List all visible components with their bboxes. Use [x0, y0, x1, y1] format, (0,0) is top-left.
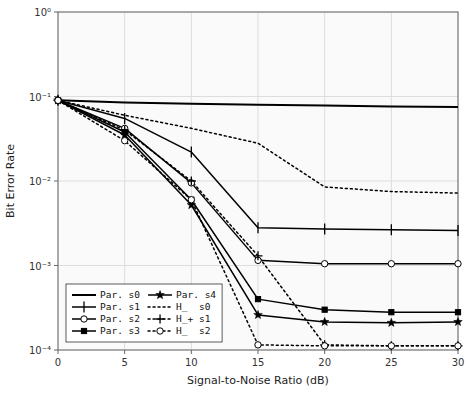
- legend-box: [66, 284, 222, 342]
- tick: [54, 181, 58, 182]
- tick-label: 10⁻²: [29, 176, 51, 187]
- legend-label: Par. s0: [100, 289, 140, 300]
- legend-marker: [81, 328, 86, 333]
- point: [320, 317, 329, 325]
- point: [189, 197, 194, 202]
- tick: [458, 350, 459, 354]
- point: [324, 224, 325, 235]
- point: [387, 318, 396, 326]
- point: [322, 307, 327, 312]
- markers: [54, 95, 463, 350]
- legend-label: H_ s0: [176, 301, 211, 312]
- tick: [258, 350, 259, 354]
- tick-label: 10⁰: [34, 7, 51, 18]
- legend-handle: [72, 294, 96, 296]
- point: [321, 343, 327, 349]
- legend-marker: [83, 302, 84, 313]
- series-line: [58, 100, 458, 263]
- point: [454, 317, 463, 325]
- point: [191, 147, 192, 158]
- point: [254, 251, 263, 260]
- point: [55, 98, 60, 103]
- point: [54, 96, 63, 104]
- tick-label: 0: [55, 357, 61, 368]
- legend-handle: [148, 306, 172, 308]
- point: [124, 113, 125, 124]
- series-line: [58, 100, 458, 345]
- legend-label: Par. s1: [100, 301, 140, 312]
- legend-label: Par. s3: [100, 325, 140, 336]
- series-line: [58, 100, 458, 345]
- point: [55, 97, 61, 103]
- legend-label: Par. s4: [176, 289, 216, 300]
- legend-label: H_ s2: [176, 325, 210, 336]
- legend-marker: [81, 316, 87, 322]
- point: [455, 343, 461, 349]
- legend-marker: [156, 291, 165, 299]
- tick: [54, 350, 58, 351]
- y-axis-label: Bit Error Rate: [4, 144, 17, 218]
- legend-marker: [157, 328, 163, 334]
- tick: [191, 350, 192, 354]
- point: [254, 310, 263, 318]
- grid-line: [58, 181, 458, 182]
- point: [320, 340, 329, 349]
- tick-label: 10: [185, 357, 198, 368]
- plot-area: [58, 12, 458, 350]
- point: [389, 310, 394, 315]
- series-line: [58, 100, 458, 230]
- legend-label: Par. s2: [100, 313, 140, 324]
- point: [255, 342, 261, 348]
- tick-label: 15: [252, 357, 265, 368]
- legend-marker: [156, 315, 165, 324]
- tick-label: 10⁻⁴: [29, 345, 51, 356]
- tick-label: 10⁻³: [29, 261, 51, 272]
- axes: 0 5 10 15 20 25 30 10⁻⁴ 10⁻³ 10⁻² 10⁻¹ 10⁰: [29, 7, 464, 368]
- tick-label: 20: [318, 357, 331, 368]
- legend-label: H_+ s1: [176, 313, 211, 324]
- point: [257, 222, 258, 233]
- point: [121, 137, 127, 143]
- point: [388, 261, 394, 267]
- point: [455, 261, 461, 267]
- chart: 0 5 10 15 20 25 30 10⁻⁴ 10⁻³ 10⁻² 10⁻¹ 10⁰ Signal-to…: [0, 0, 472, 394]
- legend: Par. s0Par. s1Par. s2Par. s3 Par. s4H_ s0…: [66, 284, 222, 342]
- point: [391, 224, 392, 235]
- point: [321, 261, 327, 267]
- point: [187, 177, 196, 186]
- tick: [324, 350, 325, 354]
- point: [120, 126, 129, 135]
- tick-label: 5: [121, 357, 127, 368]
- grid-line: [58, 96, 458, 97]
- tick: [124, 350, 125, 354]
- point: [55, 97, 61, 103]
- series-line: [58, 100, 458, 322]
- point: [457, 225, 458, 236]
- point: [388, 343, 394, 349]
- tick-label: 10⁻¹: [29, 92, 51, 103]
- tick-label: 25: [385, 357, 398, 368]
- point: [455, 310, 460, 315]
- grid-line: [58, 265, 458, 266]
- point: [188, 197, 194, 203]
- point: [387, 341, 396, 350]
- series-line: [58, 100, 458, 193]
- tick: [54, 12, 58, 13]
- tick: [391, 350, 392, 354]
- tick: [54, 265, 58, 266]
- grid: [58, 12, 458, 350]
- x-axis-label: Signal-to-Noise Ratio (dB): [187, 374, 329, 387]
- point: [255, 297, 260, 302]
- series-line: [58, 100, 458, 107]
- point: [54, 96, 63, 105]
- lines: [58, 100, 458, 345]
- tick-label: 30: [452, 357, 465, 368]
- frame: [58, 12, 458, 350]
- tick: [58, 350, 59, 354]
- point: [454, 341, 463, 350]
